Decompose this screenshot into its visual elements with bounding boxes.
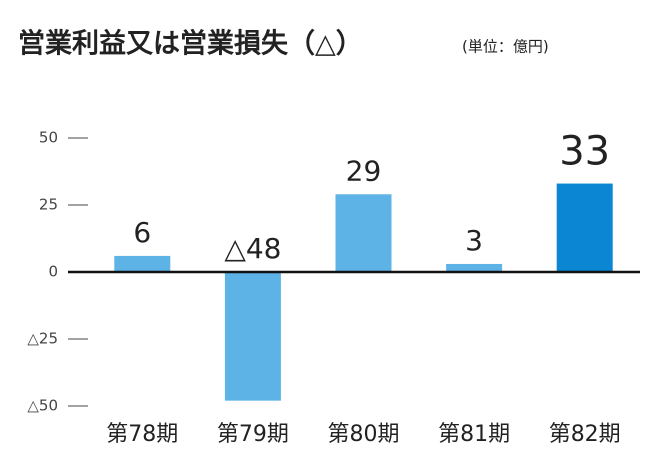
y-tick-label: 50 <box>39 129 58 147</box>
value-label: △48 <box>224 232 281 265</box>
value-label: 6 <box>133 216 151 249</box>
y-tick-label: 0 <box>48 263 58 281</box>
value-label: 33 <box>559 129 610 175</box>
bar <box>335 194 392 272</box>
chart-subtitle: (単位：億円) <box>462 38 549 56</box>
bar <box>556 183 613 272</box>
bar <box>114 255 171 272</box>
value-label: 3 <box>465 224 483 257</box>
x-tick-label: 第80期 <box>328 422 400 447</box>
x-tick-label: 第79期 <box>217 422 289 447</box>
bar <box>224 272 281 401</box>
value-label: 29 <box>346 154 382 187</box>
y-tick-label: △25 <box>27 330 58 348</box>
y-tick-label: △50 <box>27 397 58 415</box>
y-tick-label: 25 <box>39 196 58 214</box>
x-tick-label: 第78期 <box>106 422 178 447</box>
chart-title: 営業利益又は営業損失（△） <box>18 28 363 60</box>
x-tick-label: 第82期 <box>549 422 621 447</box>
x-tick-label: 第81期 <box>438 422 510 447</box>
bar <box>446 263 503 272</box>
